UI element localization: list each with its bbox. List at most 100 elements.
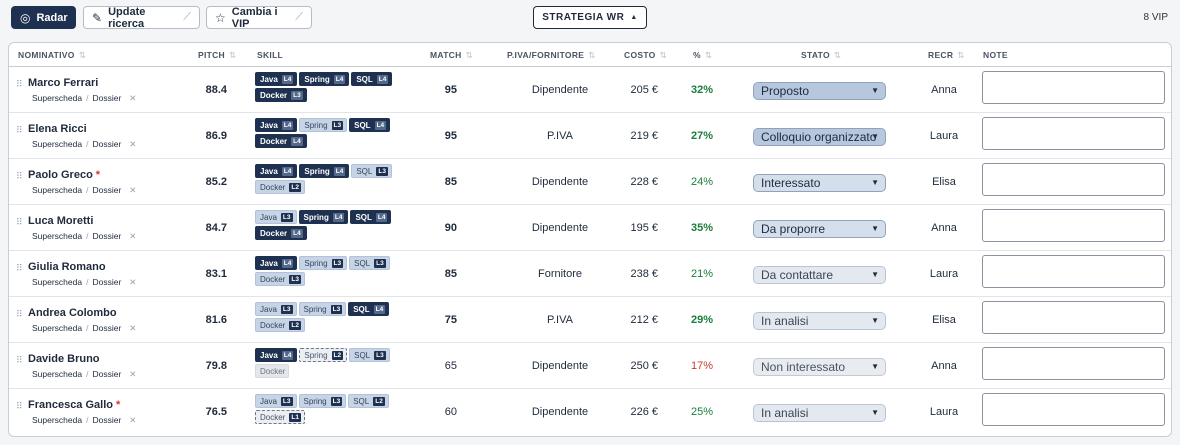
- superscheda-link[interactable]: Superscheda: [32, 139, 83, 149]
- header-recr[interactable]: RECR ⇅: [928, 50, 965, 60]
- dossier-link[interactable]: Dossier: [92, 323, 122, 333]
- header-pct[interactable]: % ⇅: [693, 50, 713, 60]
- dossier-link[interactable]: Dossier: [92, 93, 122, 103]
- candidate-name[interactable]: Luca Moretti: [28, 215, 94, 227]
- candidate-links: Superscheda / Dossier ✕: [32, 185, 137, 195]
- costo-value: 228 €: [630, 176, 658, 188]
- match-value: 65: [444, 360, 457, 372]
- stato-select[interactable]: Non interessato ▼: [753, 358, 886, 376]
- remove-icon[interactable]: ✕: [129, 323, 137, 333]
- superscheda-link[interactable]: Superscheda: [32, 369, 83, 379]
- superscheda-link[interactable]: Superscheda: [32, 323, 83, 333]
- candidate-name[interactable]: Marco Ferrari: [28, 77, 99, 89]
- caret-down-icon: ▼: [871, 132, 879, 141]
- update-ricerca-button[interactable]: ✎ Update ricerca ⟋: [83, 6, 200, 30]
- skill-chip: Spring L4: [299, 164, 350, 178]
- piva-value: P.IVA: [547, 130, 573, 142]
- header-match[interactable]: MATCH ⇅: [430, 50, 473, 60]
- strategy-dropdown[interactable]: STRATEGIA WR ▲: [533, 6, 647, 29]
- candidate-name[interactable]: Francesca Gallo *: [28, 399, 121, 411]
- note-field[interactable]: [982, 117, 1165, 150]
- costo-value: 212 €: [630, 314, 658, 326]
- cambia-vip-button[interactable]: ☆ Cambia i VIP ⟋: [206, 6, 312, 30]
- note-field[interactable]: [982, 255, 1165, 288]
- superscheda-link[interactable]: Superscheda: [32, 277, 83, 287]
- superscheda-link[interactable]: Superscheda: [32, 231, 83, 241]
- candidate-name[interactable]: Paolo Greco *: [28, 169, 101, 181]
- header-piva[interactable]: P.IVA/FORNITORE ⇅: [507, 50, 596, 60]
- drag-handle-icon[interactable]: ⠿: [16, 125, 23, 135]
- skills-list: Java L3 Spring L4 SQL L4 Docker L4: [255, 210, 405, 240]
- dossier-link[interactable]: Dossier: [92, 277, 122, 287]
- skill-level: L4: [281, 166, 294, 176]
- candidate-name[interactable]: Giulia Romano: [28, 261, 106, 273]
- costo-value: 238 €: [630, 268, 658, 280]
- dossier-link[interactable]: Dossier: [92, 139, 122, 149]
- skill-level: L4: [291, 228, 303, 238]
- skill-chip: Docker L3: [255, 88, 307, 102]
- remove-icon[interactable]: ✕: [129, 415, 137, 425]
- skill-chip: Spring L2: [299, 348, 348, 362]
- skill-level: L2: [289, 182, 301, 192]
- superscheda-link[interactable]: Superscheda: [32, 415, 83, 425]
- recruiter-value: Anna: [931, 360, 957, 372]
- header-costo[interactable]: COSTO ⇅: [624, 50, 668, 60]
- remove-icon[interactable]: ✕: [129, 93, 137, 103]
- candidate-name[interactable]: Andrea Colombo: [28, 307, 117, 319]
- drag-handle-icon[interactable]: ⠿: [16, 263, 23, 273]
- table-row: ⠿ Luca Moretti Superscheda / Dossier ✕ 84.7 Jav…: [9, 205, 1171, 251]
- header-stato[interactable]: STATO ⇅: [801, 50, 842, 60]
- skill-level: L3: [280, 304, 293, 314]
- note-field[interactable]: [982, 209, 1165, 242]
- drag-handle-icon[interactable]: ⠿: [16, 355, 23, 365]
- stato-select[interactable]: Proposto ▼: [753, 82, 886, 100]
- drag-handle-icon[interactable]: ⠿: [16, 309, 23, 319]
- stato-select[interactable]: In analisi ▼: [753, 312, 886, 330]
- stato-select[interactable]: Interessato ▼: [753, 174, 886, 192]
- superscheda-link[interactable]: Superscheda: [32, 93, 83, 103]
- remove-icon[interactable]: ✕: [129, 139, 137, 149]
- stato-select[interactable]: In analisi ▼: [753, 404, 886, 422]
- dossier-link[interactable]: Dossier: [92, 415, 122, 425]
- skill-chip: Docker L1: [255, 410, 305, 424]
- skill-chip: SQL L4: [349, 118, 391, 132]
- note-field[interactable]: [982, 301, 1165, 334]
- skill-chip: Java L4: [255, 348, 298, 362]
- skill-chip: SQL L4: [351, 72, 393, 86]
- drag-handle-icon[interactable]: ⠿: [16, 79, 23, 89]
- skills-list: Java L3 Spring L3 SQL L4 Docker L2: [255, 302, 405, 332]
- caret-down-icon: ▼: [871, 178, 879, 187]
- skill-chip: SQL L3: [351, 164, 392, 178]
- recruiter-value: Elisa: [932, 314, 956, 326]
- stato-select[interactable]: Colloquio organizzato ▼: [753, 128, 886, 146]
- candidate-name[interactable]: Davide Bruno: [28, 353, 100, 365]
- remove-icon[interactable]: ✕: [129, 277, 137, 287]
- remove-icon[interactable]: ✕: [129, 185, 137, 195]
- vip-marker: *: [116, 399, 121, 411]
- dossier-link[interactable]: Dossier: [92, 369, 122, 379]
- note-field[interactable]: [982, 163, 1165, 196]
- drag-handle-icon[interactable]: ⠿: [16, 171, 23, 181]
- skill-chip: Docker L3: [255, 272, 305, 286]
- radar-button[interactable]: ◎ Radar: [11, 6, 76, 29]
- pitch-value: 85.2: [205, 176, 227, 188]
- remove-icon[interactable]: ✕: [129, 369, 137, 379]
- dossier-link[interactable]: Dossier: [92, 231, 122, 241]
- dossier-link[interactable]: Dossier: [92, 185, 122, 195]
- skill-chip: Spring L3: [299, 256, 348, 270]
- candidate-name[interactable]: Elena Ricci: [28, 123, 87, 135]
- remove-icon[interactable]: ✕: [129, 231, 137, 241]
- header-nominativo[interactable]: NOMINATIVO ⇅: [18, 50, 87, 60]
- stato-select[interactable]: Da proporre ▼: [753, 220, 886, 238]
- header-pitch[interactable]: PITCH ⇅: [198, 50, 237, 60]
- note-field[interactable]: [982, 347, 1165, 380]
- stato-select[interactable]: Da contattare ▼: [753, 266, 886, 284]
- match-value: 60: [444, 406, 457, 418]
- note-field[interactable]: [982, 393, 1165, 426]
- drag-handle-icon[interactable]: ⠿: [16, 217, 23, 227]
- table-row: ⠿ Elena Ricci Superscheda / Dossier ✕ 86.9 Java…: [9, 113, 1171, 159]
- caret-down-icon: ▼: [871, 224, 879, 233]
- drag-handle-icon[interactable]: ⠿: [16, 401, 23, 411]
- superscheda-link[interactable]: Superscheda: [32, 185, 83, 195]
- note-field[interactable]: [982, 71, 1165, 104]
